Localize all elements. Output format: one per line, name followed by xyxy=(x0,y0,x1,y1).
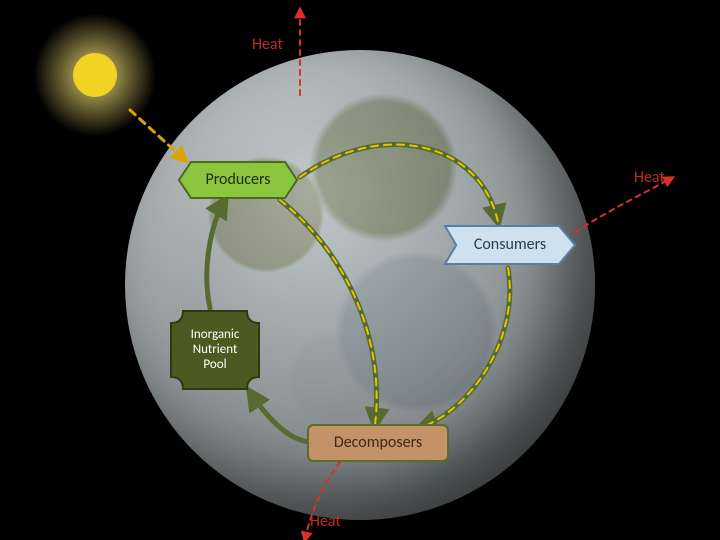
heat-label-right: Heat xyxy=(634,168,665,187)
earth-globe xyxy=(125,50,595,520)
heat-label-top: Heat xyxy=(252,35,283,54)
sun-core xyxy=(73,53,117,97)
heat-label-bottom: Heat xyxy=(310,512,341,531)
